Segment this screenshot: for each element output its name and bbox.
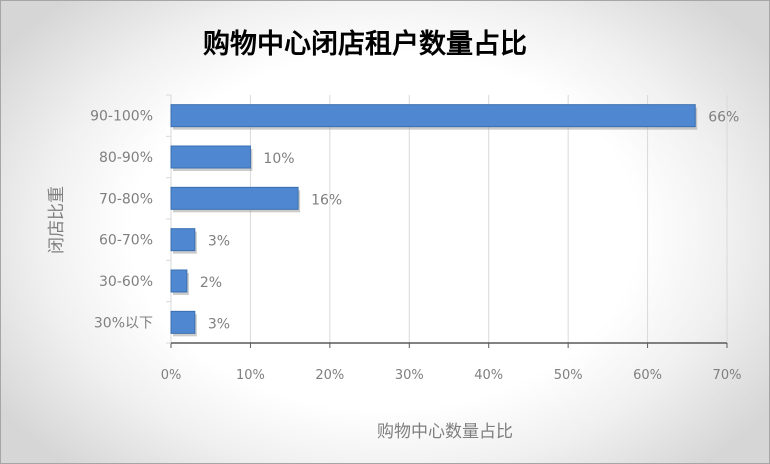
bar	[170, 310, 196, 334]
data-label: 16%	[311, 192, 342, 208]
y-tick-label: 30%以下	[94, 315, 153, 331]
data-label: 66%	[708, 110, 739, 126]
data-label: 2%	[200, 275, 222, 291]
y-axis-label: 闭店比重	[47, 186, 67, 254]
x-tick-label: 40%	[474, 368, 503, 383]
bar	[170, 269, 188, 293]
x-tick-label: 10%	[236, 368, 265, 383]
bar	[170, 104, 696, 128]
y-tick-label: 90-100%	[90, 109, 153, 125]
x-axis-label: 购物中心数量占比	[377, 422, 513, 442]
x-tick-label: 0%	[161, 368, 182, 383]
x-tick-label: 30%	[395, 368, 424, 383]
data-label: 3%	[208, 234, 230, 250]
bar	[170, 145, 251, 169]
bar	[170, 228, 196, 252]
x-tick-label: 20%	[315, 368, 344, 383]
chart-title: 购物中心闭店租户数量占比	[203, 29, 527, 60]
data-label: 10%	[263, 151, 294, 167]
bar	[170, 186, 299, 210]
y-tick-label: 30-60%	[99, 274, 153, 290]
x-tick-label: 60%	[633, 368, 662, 383]
y-tick-label: 60-70%	[99, 233, 153, 249]
y-tick-label: 70-80%	[99, 191, 153, 207]
y-tick-label: 80-90%	[99, 150, 153, 166]
data-label: 3%	[208, 316, 230, 332]
x-tick-label: 70%	[713, 368, 742, 383]
x-tick-label: 50%	[554, 368, 583, 383]
